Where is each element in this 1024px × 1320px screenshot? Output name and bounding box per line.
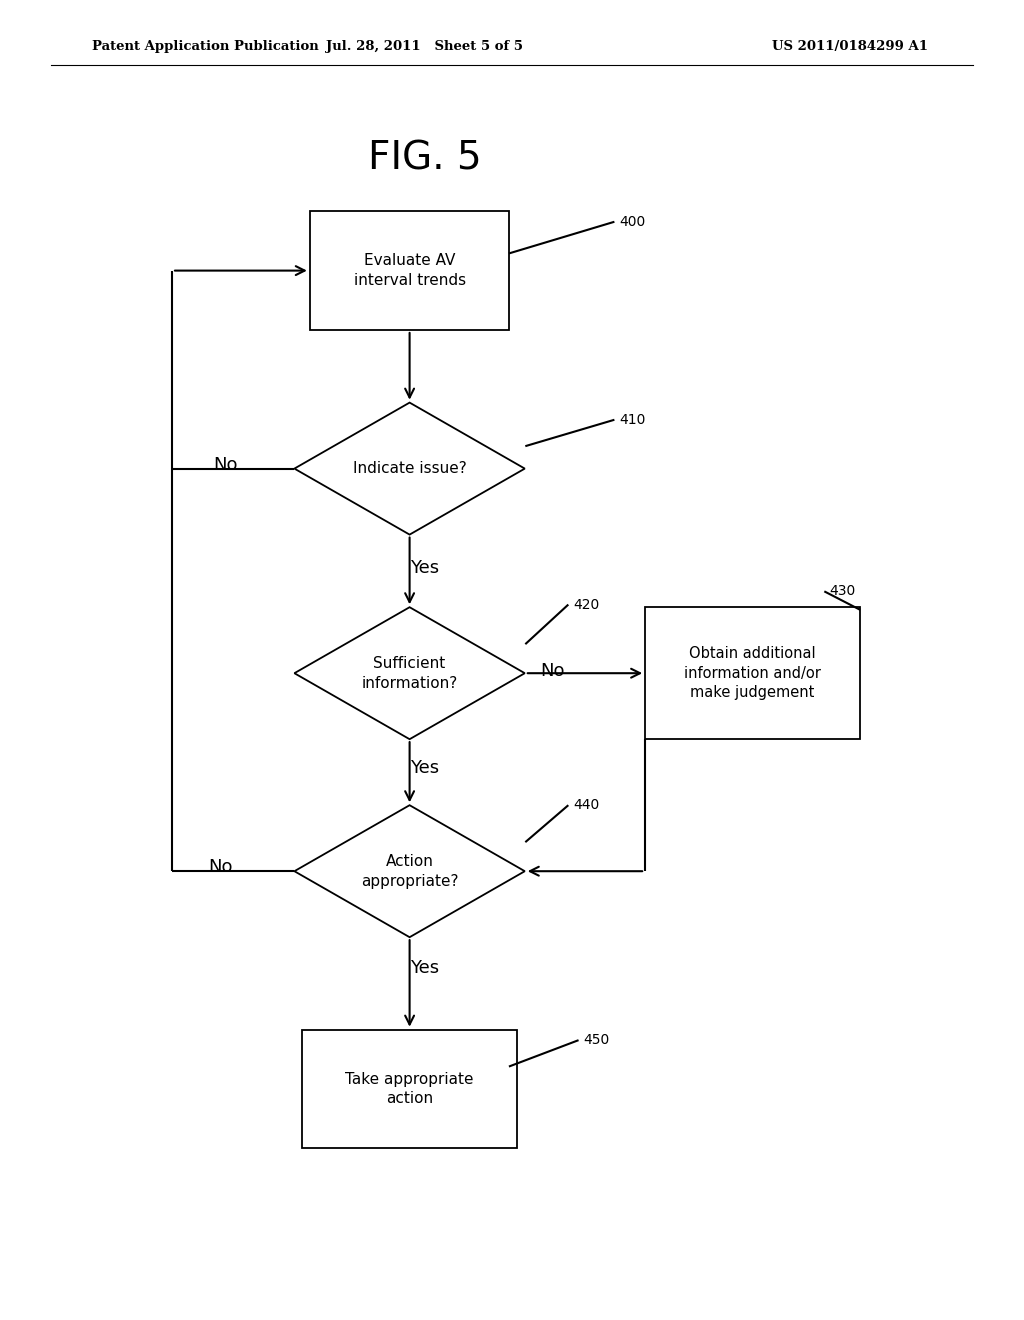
Text: 400: 400 bbox=[620, 215, 646, 228]
Text: FIG. 5: FIG. 5 bbox=[369, 140, 481, 177]
Bar bbox=[309, 211, 510, 330]
Text: 440: 440 bbox=[573, 799, 600, 812]
Text: 430: 430 bbox=[829, 585, 856, 598]
Text: US 2011/0184299 A1: US 2011/0184299 A1 bbox=[772, 40, 928, 53]
Text: Action
appropriate?: Action appropriate? bbox=[360, 854, 459, 888]
Text: No: No bbox=[213, 455, 238, 474]
Polygon shape bbox=[295, 403, 525, 535]
Bar bbox=[302, 1030, 517, 1148]
Text: 410: 410 bbox=[620, 413, 646, 426]
Polygon shape bbox=[295, 607, 525, 739]
Text: Evaluate AV
interval trends: Evaluate AV interval trends bbox=[353, 253, 466, 288]
Text: Jul. 28, 2011   Sheet 5 of 5: Jul. 28, 2011 Sheet 5 of 5 bbox=[327, 40, 523, 53]
Text: Take appropriate
action: Take appropriate action bbox=[345, 1072, 474, 1106]
Text: Yes: Yes bbox=[411, 759, 439, 777]
Text: Indicate issue?: Indicate issue? bbox=[352, 461, 467, 477]
Text: 450: 450 bbox=[584, 1034, 610, 1047]
Text: Sufficient
information?: Sufficient information? bbox=[361, 656, 458, 690]
Text: No: No bbox=[541, 661, 565, 680]
Text: Patent Application Publication: Patent Application Publication bbox=[92, 40, 318, 53]
Text: 420: 420 bbox=[573, 598, 600, 611]
Text: Obtain additional
information and/or
make judgement: Obtain additional information and/or mak… bbox=[684, 645, 821, 701]
Text: Yes: Yes bbox=[411, 558, 439, 577]
Text: No: No bbox=[208, 858, 232, 876]
Bar bbox=[645, 607, 860, 739]
Polygon shape bbox=[295, 805, 525, 937]
Text: Yes: Yes bbox=[411, 958, 439, 977]
